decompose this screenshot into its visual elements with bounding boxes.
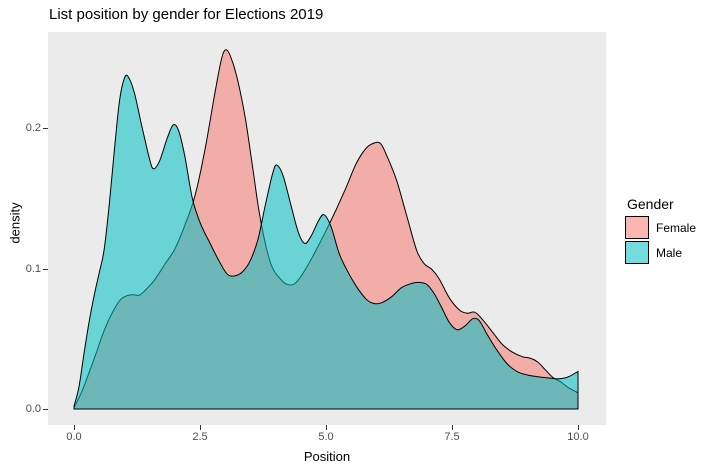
plot-panel	[48, 32, 606, 425]
y-axis-title: density	[7, 202, 23, 244]
x-tick-mark	[326, 425, 327, 430]
density-chart	[73, 49, 579, 410]
x-tick-mark	[200, 425, 201, 430]
y-tick-mark	[43, 409, 48, 410]
legend-title: Gender	[627, 196, 674, 212]
x-tick-mark	[74, 425, 75, 430]
y-tick-label: 0.0	[25, 403, 41, 415]
y-tick-label: 0.1	[25, 262, 41, 275]
x-tick-label: 0.0	[66, 431, 82, 443]
legend-label-female: Female	[656, 221, 697, 235]
legend-swatch-female	[625, 216, 649, 239]
plot-title: List position by gender for Elections 20…	[49, 6, 324, 23]
x-tick-mark	[452, 425, 453, 430]
y-tick-mark	[43, 128, 48, 130]
y-tick-mark	[43, 268, 48, 270]
x-tick-label: 7.5	[444, 431, 460, 443]
x-axis-title: Position	[303, 449, 351, 464]
x-tick-label: 2.5	[192, 431, 208, 443]
x-tick-label: 5.0	[318, 431, 334, 443]
y-tick-label: 0.2	[25, 122, 41, 135]
x-tick-mark	[578, 425, 579, 430]
legend-swatch-male	[625, 241, 649, 264]
legend-label-male: Male	[656, 246, 683, 260]
x-tick-label: 10.0	[567, 431, 589, 443]
density-area-male	[73, 74, 579, 410]
